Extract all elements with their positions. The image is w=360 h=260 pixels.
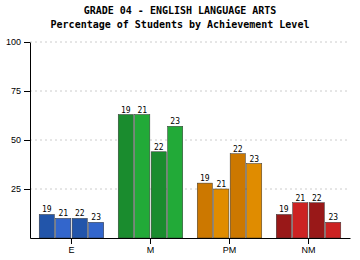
bar-label: 19 [121,106,131,115]
bar-label: 23 [249,155,259,164]
x-tick: PM [223,238,237,255]
grid-line [30,91,350,92]
bar [168,126,183,238]
x-tick-mark [229,238,230,244]
bar [197,183,212,238]
bar-label: 22 [312,194,322,203]
bar [247,164,262,238]
y-tick-label: 75 [11,86,21,96]
bar-label: 22 [233,145,243,154]
bar [72,218,87,238]
bar-label: 19 [200,174,210,183]
bar [214,189,229,238]
bar-label: 21 [137,106,147,115]
y-axis-line [30,43,31,239]
y-tick-mark [24,42,30,43]
x-tick-mark [308,238,309,244]
bar [276,214,291,238]
grid-line [30,189,350,190]
bar [56,218,71,238]
bar-label: 22 [154,143,164,152]
bar [135,115,150,238]
chart: GRADE 04 - ENGLISH LANGUAGE ARTS Percenta… [0,0,360,260]
x-axis: E M PM NM [31,238,351,255]
bar-label: 19 [279,205,289,214]
bar-label: 22 [75,209,85,218]
x-tick-label: NM [302,245,316,255]
x-tick-label: E [68,245,74,255]
y-tick-label: 100 [6,37,21,47]
bar [151,152,166,238]
x-tick-mark [71,238,72,244]
grid-line [30,140,350,141]
bar [230,154,245,238]
grid [30,42,350,189]
x-tick-label: PM [223,245,237,255]
bar-label: 23 [328,213,338,222]
bar-label: 23 [91,213,101,222]
bar-labels: 19 19 19 19 21 21 21 21 22 22 22 22 23 23 23 23 [42,106,338,223]
y-tick: 25 [11,184,30,194]
bar-label: 21 [216,180,226,189]
y-tick-label: 50 [11,135,21,145]
x-tick-mark [150,238,151,244]
bar-label: 21 [295,194,305,203]
x-axis-line [31,238,351,239]
y-tick: 100 [6,37,30,47]
y-tick-mark [24,91,30,92]
y-tick-mark [24,140,30,141]
bar [293,203,308,238]
bar-label: 23 [170,117,180,126]
x-tick: M [147,238,155,255]
subtitle: Percentage of Students by Achievement Le… [51,19,310,30]
y-tick-mark [24,189,30,190]
x-tick: E [68,238,74,255]
bar-label: 21 [58,209,68,218]
bar [39,214,54,238]
y-tick: 50 [11,135,30,145]
bar-label: 19 [42,205,52,214]
x-tick-label: M [147,245,155,255]
y-axis: 25 50 75 100 [6,37,31,238]
y-tick: 75 [11,86,30,96]
bar [326,222,341,238]
title: GRADE 04 - ENGLISH LANGUAGE ARTS [84,5,277,16]
bar [118,115,133,238]
bar [89,222,104,238]
bar [309,203,324,238]
x-tick: NM [302,238,316,255]
grid-line [30,42,350,43]
bars [39,115,341,238]
y-tick-label: 25 [11,184,21,194]
